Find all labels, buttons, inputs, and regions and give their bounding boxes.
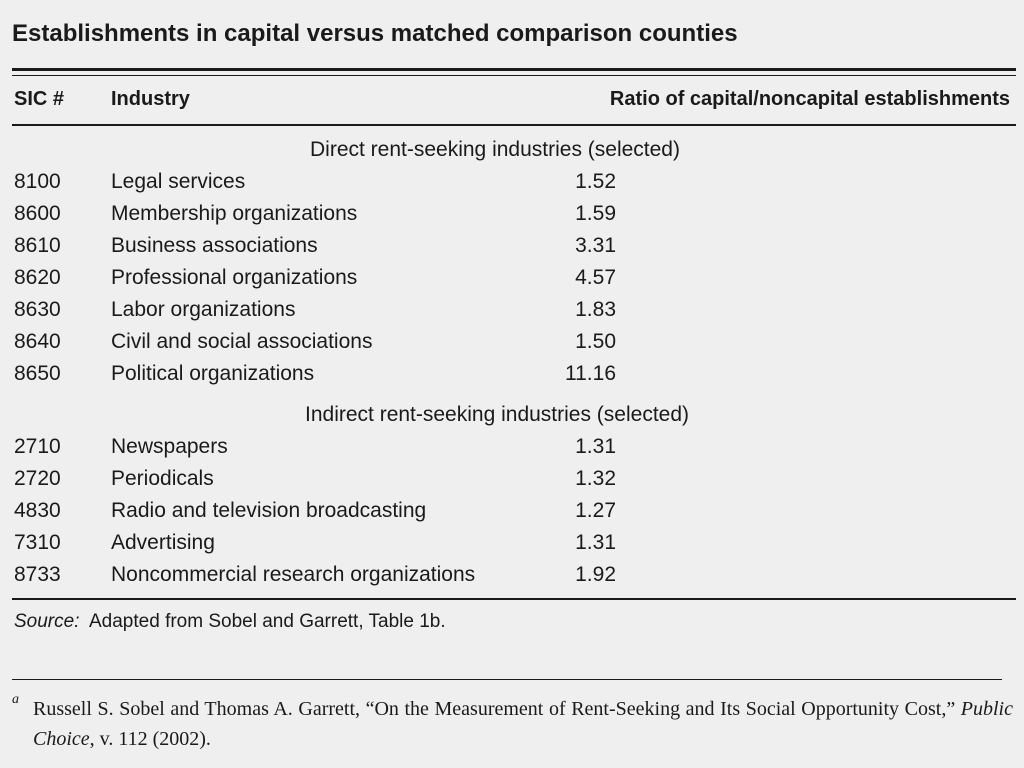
ratio-value: 4.57: [575, 266, 616, 289]
ratio-value: 1.92: [575, 563, 616, 586]
bottom-rule: [12, 598, 1016, 600]
column-header-sic: SIC #: [14, 88, 65, 110]
ratio-value: 1.50: [575, 330, 616, 353]
sic-code: 2710: [14, 435, 61, 458]
sic-code: 8620: [14, 266, 61, 289]
industry-name: Business associations: [111, 234, 318, 257]
table-row: 8100 Legal services 1.52: [12, 170, 1016, 202]
industry-name: Membership organizations: [111, 202, 358, 225]
industry-name: Noncommercial research organizations: [111, 563, 476, 586]
source-text: Adapted from Sobel and Garrett, Table 1b…: [89, 611, 446, 632]
header-rule: [12, 124, 1016, 126]
sic-code: 8630: [14, 298, 61, 321]
table-row: 8733 Noncommercial research organization…: [12, 563, 1016, 595]
sic-code: 2720: [14, 467, 61, 490]
industry-name: Professional organizations: [111, 266, 358, 289]
sic-code: 7310: [14, 531, 61, 554]
table-row: 2710 Newspapers 1.31: [12, 435, 1016, 467]
source-note: Source: Adapted from Sobel and Garrett, …: [14, 611, 446, 633]
table-row: 8630 Labor organizations 1.83: [12, 298, 1016, 330]
table-row: 8620 Professional organizations 4.57: [12, 266, 1016, 298]
ratio-value: 1.52: [575, 170, 616, 193]
ratio-value: 1.32: [575, 467, 616, 490]
column-header-ratio: Ratio of capital/noncapital establishmen…: [609, 88, 1010, 110]
industry-name: Radio and television broadcasting: [111, 499, 427, 522]
top-rule-thick: [12, 68, 1016, 71]
industry-name: Labor organizations: [111, 298, 296, 321]
industry-name: Legal services: [111, 170, 246, 193]
ratio-value: 1.31: [575, 531, 616, 554]
industry-name: Advertising: [111, 531, 215, 554]
footnote-marker: a: [12, 692, 19, 707]
section-label-direct: Direct rent-seeking industries (selected…: [310, 138, 680, 161]
table-row: 8600 Membership organizations 1.59: [12, 202, 1016, 234]
industry-name: Political organizations: [111, 362, 315, 385]
table-title: Establishments in capital versus matched…: [12, 20, 738, 47]
sic-code: 8610: [14, 234, 61, 257]
sic-code: 8100: [14, 170, 61, 193]
sic-code: 8733: [14, 563, 61, 586]
document-page: Establishments in capital versus matched…: [12, 0, 1016, 768]
sic-code: 8600: [14, 202, 61, 225]
ratio-value: 1.31: [575, 435, 616, 458]
section-label-indirect: Indirect rent-seeking industries (select…: [305, 403, 690, 426]
industry-name: Civil and social associations: [111, 330, 373, 353]
footnote-citation-end: , v. 112 (2002).: [89, 728, 211, 750]
sic-code: 4830: [14, 499, 61, 522]
industry-name: Periodicals: [111, 467, 214, 490]
table-row: 8640 Civil and social associations 1.50: [12, 330, 1016, 362]
ratio-value: 1.59: [575, 202, 616, 225]
footnote-text: Russell S. Sobel and Thomas A. Garrett, …: [33, 694, 1013, 754]
table-row: 4830 Radio and television broadcasting 1…: [12, 499, 1016, 531]
ratio-value: 1.27: [575, 499, 616, 522]
source-label: Source:: [14, 611, 80, 632]
sic-code: 8640: [14, 330, 61, 353]
table-row: 2720 Periodicals 1.32: [12, 467, 1016, 499]
sic-code: 8650: [14, 362, 61, 385]
ratio-value: 11.16: [565, 362, 616, 385]
top-rule-thin: [12, 75, 1016, 76]
table-row: 7310 Advertising 1.31: [12, 531, 1016, 563]
footnote-rule: [12, 679, 1002, 680]
footnote-journal: Public Choice: [33, 698, 1013, 750]
ratio-value: 1.83: [575, 298, 616, 321]
ratio-value: 3.31: [575, 234, 616, 257]
industry-name: Newspapers: [111, 435, 228, 458]
footnote-citation: Russell S. Sobel and Thomas A. Garrett, …: [33, 698, 961, 720]
table-row: 8610 Business associations 3.31: [12, 234, 1016, 266]
table-row: 8650 Political organizations 11.16: [12, 362, 1016, 394]
column-header-industry: Industry: [111, 88, 190, 110]
